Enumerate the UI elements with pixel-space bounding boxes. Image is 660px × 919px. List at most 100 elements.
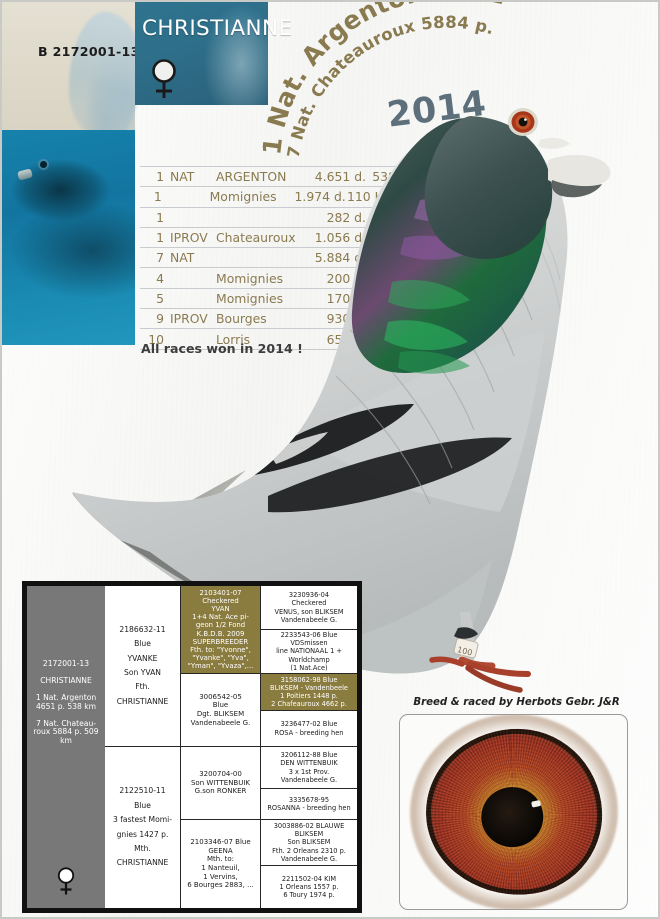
nameplate: CHRISTIANNE	[135, 2, 292, 105]
pedigree-line: VENUS, son BLIKSEM	[274, 607, 344, 616]
pedigree-line: Vandenabeele G.	[280, 775, 338, 784]
pedigree-line: 3206112-88 Blue	[280, 751, 338, 760]
pedigree-gen4-column: 3230936-04 Checkered VENUS, son BLIKSEM Van…	[261, 586, 357, 908]
pedigree-line: SUPERBREEDER	[192, 637, 249, 646]
pedigree-cell: 2103401-07 Checkered YVAN 1+4 Nat. Ace pi-g…	[181, 586, 261, 674]
pedigree-subject-line: 4651 p. 538 km	[35, 701, 97, 711]
pedigree-line: Dgt. BLIKSEM	[196, 710, 245, 718]
pedigree-line: gnies 1427 p.	[116, 829, 169, 839]
pedigree-line: 3006542-05	[199, 692, 242, 701]
result-row: 1 282 d.	[140, 208, 445, 228]
female-symbol-icon	[152, 59, 176, 98]
pedigree-line: Vandenabeele G.	[280, 854, 338, 863]
pedigree-cell: 2211502-04 KIM 1 Orleans 1557 p. 6 Toury 1…	[261, 866, 357, 908]
pedigree-line: Mth.	[134, 843, 151, 853]
pedigree-line: Checkered	[202, 596, 239, 605]
pedigree-line: 1 Nanteuil,	[201, 864, 240, 872]
result-distance: 509 Km	[372, 230, 420, 246]
female-symbol-icon-pedigree	[57, 867, 75, 895]
result-distance: 376 Km	[372, 331, 420, 347]
breeder-credit: Breed & raced by Herbots Gebr. J&R	[413, 697, 620, 708]
pedigree-line: Vandenabeele G.	[280, 615, 338, 624]
pedigree-line: 2103401-07	[199, 588, 242, 597]
result-position: 7	[156, 250, 164, 266]
result-birds: 1.056 d.	[314, 230, 366, 246]
pedigree-cell: 3236477-02 Blue ROSA - breeding hen	[261, 711, 357, 747]
pedigree-line: 6 Toury 1974 p.	[283, 891, 335, 900]
result-birds: 930 d.	[326, 311, 366, 327]
pedigree-line: 2186632-11	[119, 624, 166, 634]
pedigree-line: 3236477-02 Blue	[280, 720, 338, 729]
result-birds: 282 d.	[326, 209, 366, 225]
pedigree-line: GEENA	[208, 846, 233, 855]
result-position: 5	[156, 290, 164, 306]
result-birds: 5.884 d.	[314, 250, 366, 266]
pedigree-line: 2 Chafeauroux 4662 p.	[271, 700, 347, 709]
result-birds: 200 d.	[326, 270, 366, 286]
pedigree-cell: 2103346-07 Blue GEENA Mth. to: 1 Nanteuil, 1…	[181, 820, 261, 908]
result-distance: 458 Km	[372, 311, 420, 327]
pedigree-cell: 2233543-06 Blue VDSmissen line NATIONAAL 1…	[261, 630, 357, 674]
result-distance: 110 Km	[372, 270, 420, 286]
pedigree-line: Son YVAN	[124, 668, 161, 677]
beak-highlight	[17, 168, 33, 181]
pedigree-line: Vandenabeele G.	[190, 718, 251, 727]
pedigree-line: 1 Poitiers 1448 p.	[280, 692, 338, 700]
pedigree-cell: 2186632-11 Blue YVANKE Son YVAN Fth. CHRISTIA…	[105, 586, 181, 747]
result-position: 1	[153, 189, 162, 205]
pedigree-line: 3158062-98 Blue	[280, 675, 338, 684]
pedigree-subject-line: 2172001-13	[42, 659, 90, 668]
pedigree-cell: 3006542-05 Blue Dgt. BLIKSEM Vandenabeele G…	[181, 674, 261, 747]
pedigree-line: 3230936-04	[288, 591, 330, 600]
pedigree-gen3-column: 2103401-07 Checkered YVAN 1+4 Nat. Ace pi-g…	[181, 586, 261, 908]
pedigree-subject-column: 2172001-13 CHRISTIANNE 1 Nat. Argenton 46…	[27, 586, 105, 908]
pedigree-line: 3335678-95	[288, 795, 330, 804]
result-distance: 110 Km	[346, 189, 395, 205]
result-row: 1 NAT ARGENTON 4.651 d. 538 Km	[140, 166, 445, 188]
arched-headline: 1 Nat. Argenton 4651 p. 538 km 7 Nat. Ch…	[237, 0, 660, 159]
pigeon-name: CHRISTIANNE	[142, 16, 293, 41]
pedigree-line: 1+4 Nat. Ace pi-	[192, 613, 249, 622]
pedigree-line: 2233543-06 Blue	[280, 631, 338, 640]
all-races-footnote: All races won in 2014 !	[141, 341, 303, 356]
pedigree-line: "Yvanke", "Yva",	[192, 653, 249, 662]
photo-beige-pigeon	[2, 2, 135, 130]
pedigree-cell: 3200704-00 Son WITTENBUIK G.son RONKER	[181, 747, 261, 820]
result-position: 1	[156, 209, 164, 225]
pedigree-cell: 3003886-02 BLAUWE BLIKSEM Son BLIKSEM Fth.…	[261, 820, 357, 866]
pedigree-line: Mth. to:	[206, 855, 235, 864]
result-note: fastest	[402, 189, 445, 205]
result-row: 4 Momignies 200 d. 110 Km	[140, 268, 445, 289]
result-race: Bourges	[216, 311, 267, 327]
pedigree-line: Blue	[212, 701, 229, 710]
pedigree-line: geon 1/2 Fond	[195, 621, 246, 630]
pedigree-line: 2103346-07 Blue	[190, 838, 251, 847]
pedigree-subject-text: 2172001-13 CHRISTIANNE 1 Nat. Argenton 46…	[27, 659, 105, 745]
pedigree-line: CHRISTIANNE	[116, 858, 169, 868]
pedigree-line: 3 x 1st Prov.	[288, 767, 330, 776]
eye-photo	[399, 714, 628, 910]
pedigree-line: Blue	[134, 800, 151, 810]
result-distance: 110 Km	[372, 290, 420, 306]
result-distance: 538 Km	[372, 169, 420, 185]
pedigree-cell: 3335678-95 ROSANNA - breeding hen	[261, 789, 357, 820]
pedigree-line: YVANKE	[127, 653, 158, 663]
result-row: 1 Momignies 1.974 d. 110 Km fastest	[140, 187, 445, 208]
pedigree-cell: 3230936-04 Checkered VENUS, son BLIKSEM Van…	[261, 586, 357, 630]
pedigree-line: "Yman", "Yvaza",...	[187, 662, 254, 671]
result-level: IPROV	[170, 230, 208, 246]
pedigree-cell: 3158062-98 Blue BLIKSEM - Vandenbeele 1 Po…	[261, 674, 357, 711]
pedigree-gen2-column: 2186632-11 Blue YVANKE Son YVAN Fth. CHRISTIA…	[105, 586, 181, 908]
result-race: ARGENTON	[216, 169, 287, 185]
pedigree-line: CHRISTIANNE	[116, 696, 169, 706]
result-position: 4	[156, 270, 164, 286]
pedigree-line: VDSmissen	[290, 639, 328, 648]
pedigree-line: 3200704-00	[199, 770, 242, 779]
result-row: 9 IPROV Bourges 930 d. 458 Km	[140, 309, 445, 330]
pedigree-line: G.son RONKER	[194, 787, 247, 796]
pedigree-subject-line: 7 Nat. Chateau-	[35, 718, 96, 728]
pedigree-line: Fth. 2 Orleans 2310 p.	[272, 846, 346, 855]
pedigree-line: DEN WITTENBUIK	[280, 759, 338, 768]
result-birds: 4.651 d.	[314, 169, 366, 185]
pedigree-line: K.B.D.B. 2009	[196, 629, 245, 638]
